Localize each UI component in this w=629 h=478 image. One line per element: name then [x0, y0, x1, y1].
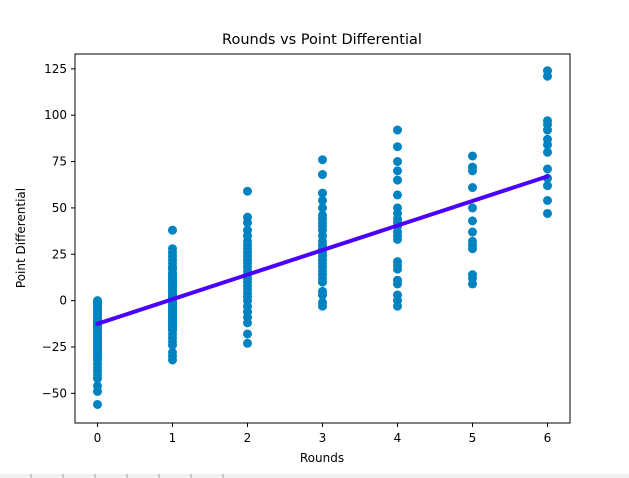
data-point — [93, 386, 102, 396]
data-point — [393, 166, 402, 176]
data-point — [543, 140, 552, 150]
data-point — [93, 374, 102, 383]
data-point — [468, 166, 477, 176]
data-point — [468, 203, 477, 213]
data-point — [318, 301, 327, 311]
strip-segment — [0, 474, 32, 478]
data-point — [243, 218, 252, 228]
window-bottom-strip — [0, 474, 629, 478]
y-axis-ticks: −50 −25 0 25 50 75 100 125 — [42, 62, 75, 400]
x-tick-label: 4 — [394, 431, 402, 445]
x-tick-label: 3 — [319, 431, 327, 445]
data-point — [543, 208, 552, 218]
data-point — [318, 290, 327, 300]
data-point — [468, 279, 477, 289]
data-point — [543, 71, 552, 81]
data-point — [168, 225, 177, 235]
regression-line — [95, 174, 550, 326]
data-point — [318, 155, 327, 165]
data-point — [393, 190, 402, 200]
strip-segment — [128, 474, 160, 478]
x-tick-label: 6 — [544, 431, 552, 445]
y-tick-label: 50 — [52, 201, 67, 215]
data-point — [543, 125, 552, 135]
data-point — [318, 277, 327, 287]
data-point — [393, 301, 402, 311]
data-point — [393, 279, 402, 289]
strip-segment — [160, 474, 192, 478]
data-point — [543, 164, 552, 174]
data-point — [468, 151, 477, 161]
data-point — [243, 329, 252, 339]
chart-title: Rounds vs Point Differential — [222, 32, 422, 48]
regression-line-layer — [95, 174, 550, 326]
y-tick-label: 75 — [52, 155, 67, 169]
x-tick-label: 2 — [244, 431, 252, 445]
data-point — [393, 157, 402, 167]
strip-segment — [192, 474, 224, 478]
data-point — [468, 216, 477, 226]
x-axis-title: Rounds — [300, 451, 344, 465]
strip-segment — [96, 474, 128, 478]
strip-segment — [32, 474, 64, 478]
data-point — [318, 195, 327, 205]
data-point — [168, 340, 177, 350]
data-point — [543, 147, 552, 157]
x-axis-ticks: 0 1 2 3 4 5 6 — [94, 423, 552, 445]
data-point — [393, 125, 402, 135]
y-tick-label: 25 — [52, 247, 67, 261]
data-point — [243, 318, 252, 328]
data-point — [393, 175, 402, 185]
data-point — [318, 203, 327, 213]
data-point — [318, 170, 327, 180]
data-point — [543, 195, 552, 205]
data-point — [468, 183, 477, 193]
y-tick-label: −25 — [42, 340, 67, 354]
y-tick-label: 0 — [59, 294, 67, 308]
x-tick-label: 0 — [94, 431, 102, 445]
y-tick-label: −50 — [42, 386, 67, 400]
data-point — [393, 264, 402, 274]
data-point — [243, 338, 252, 348]
y-axis-title: Point Differential — [14, 188, 28, 288]
x-tick-label: 1 — [169, 431, 177, 445]
y-tick-label: 125 — [44, 62, 67, 76]
data-point — [243, 186, 252, 196]
data-point — [543, 181, 552, 191]
strip-segment — [64, 474, 96, 478]
data-point — [168, 355, 177, 365]
data-point — [393, 142, 402, 152]
data-point — [393, 234, 402, 244]
data-point — [468, 227, 477, 237]
x-tick-label: 5 — [469, 431, 477, 445]
data-point — [318, 188, 327, 198]
y-tick-label: 100 — [44, 108, 67, 122]
data-point — [93, 399, 102, 409]
data-point — [468, 244, 477, 254]
